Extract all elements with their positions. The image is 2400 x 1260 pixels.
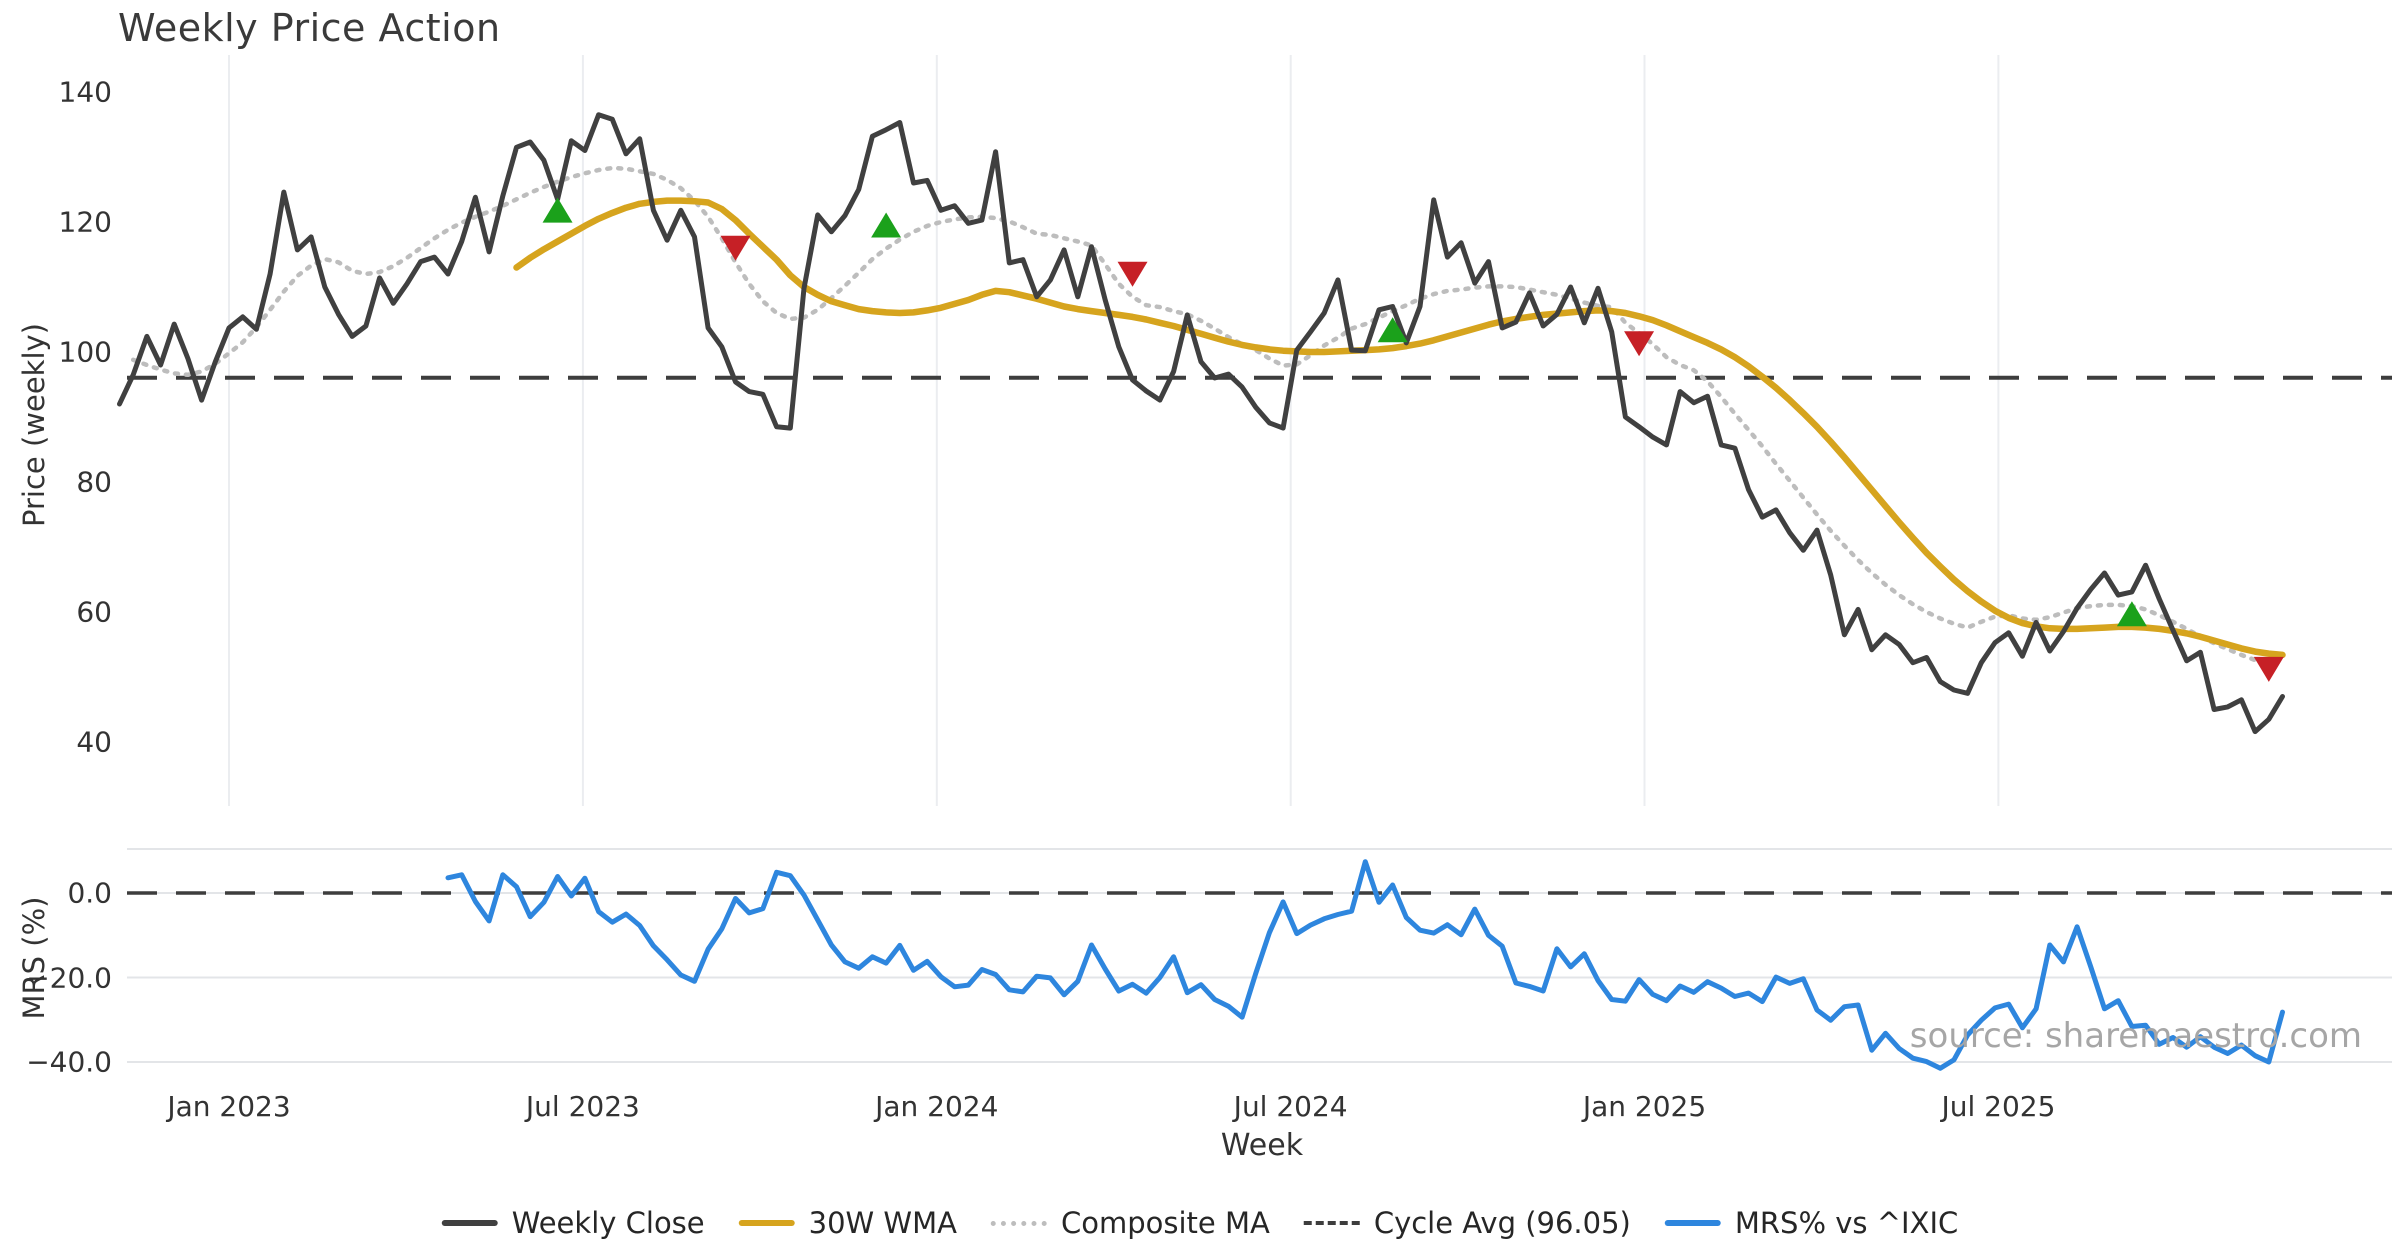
mrs-line-swatch-icon [1664,1220,1721,1226]
buy-signal-marker-icon [542,197,573,223]
sell-signal-marker-icon [720,235,751,261]
x-tick-label: Jul 2024 [1233,1090,1348,1123]
legend-label: Composite MA [1060,1206,1270,1240]
x-tick-label: Jan 2025 [1582,1090,1707,1123]
wma-line [513,197,2286,659]
x-tick-label: Jan 2024 [875,1090,999,1123]
legend-item-composite-ma: Composite MA [990,1206,1270,1240]
cycle-avg-line-swatch-icon [1303,1221,1360,1225]
mrs-tick-label: −40.0 [26,1045,112,1079]
composite-ma-line-swatch-icon [990,1220,1047,1226]
price-tick-label: 100 [58,335,112,369]
buy-signal-marker-icon [2116,601,2147,627]
legend-item-mrs: MRS% vs ^IXIC [1664,1206,1959,1240]
legend-item-30w-wma: 30W WMA [738,1206,957,1240]
legend-label: MRS% vs ^IXIC [1734,1206,1959,1240]
price-tick-label: 120 [58,205,112,239]
mrs-tick-label: 0.0 [67,876,112,910]
price-tick-label: 80 [76,465,112,499]
legend-label: Weekly Close [511,1206,705,1240]
price-tick-label: 60 [76,595,112,629]
page-title: Weekly Price Action [118,6,501,50]
mrs-line [445,859,2285,1071]
chart-legend: Weekly Close 30W WMA Composite MA Cycle … [441,1206,1959,1240]
price-y-axis-label: Price (weekly) [17,322,51,528]
legend-item-weekly-close: Weekly Close [441,1206,705,1240]
weekly-close-line-swatch-icon [441,1220,498,1226]
mrs-tick-label: −20.0 [26,961,112,994]
buy-signal-marker-icon [1377,317,1408,343]
x-axis-label: Week [1220,1128,1304,1163]
wma-line-swatch-icon [738,1220,795,1226]
x-tick-label: Jul 2023 [525,1090,640,1123]
mrs-y-axis-label: MRS (%) [17,896,51,1020]
sell-signal-marker-icon [2253,656,2284,682]
legend-label: Cycle Avg (96.05) [1373,1206,1631,1240]
composite-ma-line [130,165,2285,671]
x-tick-label: Jul 2025 [1941,1090,2056,1123]
source-watermark: source: sharemaestro.com [1909,1016,2362,1056]
buy-signal-marker-icon [871,212,902,238]
price-tick-label: 140 [58,75,112,109]
legend-label: 30W WMA [808,1206,957,1240]
sell-signal-marker-icon [1624,331,1655,357]
price-tick-label: 40 [76,725,112,759]
weekly-close-line [117,112,2285,735]
sell-signal-marker-icon [1117,261,1148,287]
x-tick-label: Jan 2023 [167,1090,291,1123]
legend-item-cycle-avg: Cycle Avg (96.05) [1303,1206,1631,1240]
